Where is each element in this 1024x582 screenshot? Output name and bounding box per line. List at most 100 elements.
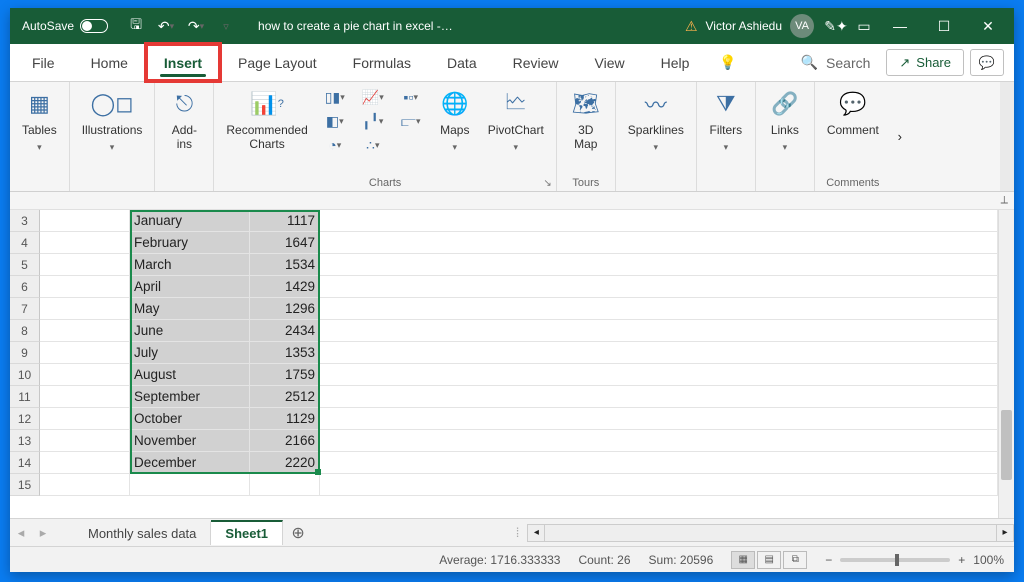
tab-split-handle[interactable]: ⁞ xyxy=(508,525,528,540)
view-page-break-button[interactable]: ⧉ xyxy=(783,551,807,569)
table-row[interactable] xyxy=(40,474,998,496)
pivotchart-button[interactable]: 🗠 PivotChart ▾ xyxy=(482,86,550,155)
combo-chart-button[interactable]: ⫍▾ xyxy=(394,110,428,132)
win-loss-button[interactable]: ▪▫▾ xyxy=(394,86,428,108)
table-row[interactable]: April1429 xyxy=(40,276,998,298)
cell-month[interactable]: November xyxy=(130,430,250,452)
vertical-scrollbar[interactable] xyxy=(998,210,1014,518)
cell-value[interactable]: 1117 xyxy=(250,210,320,232)
charts-dialog-launcher[interactable]: ↘ xyxy=(543,178,551,189)
qat-customize-icon[interactable]: ▿ xyxy=(212,12,240,40)
cell[interactable] xyxy=(320,408,998,430)
recommended-charts-button[interactable]: 📊? Recommended Charts xyxy=(220,86,313,154)
vscroll-thumb[interactable] xyxy=(1001,410,1012,480)
row-header[interactable]: 8 xyxy=(10,320,40,342)
table-row[interactable]: November2166 xyxy=(40,430,998,452)
save-icon[interactable]: 🖫 xyxy=(122,12,150,40)
cell[interactable] xyxy=(320,254,998,276)
sparklines-button[interactable]: 〰 Sparklines ▾ xyxy=(622,86,690,155)
row-header[interactable]: 15 xyxy=(10,474,40,496)
hscroll-track[interactable] xyxy=(545,524,996,542)
cell[interactable] xyxy=(40,210,130,232)
row-header[interactable]: 6 xyxy=(10,276,40,298)
cell-value[interactable]: 2220 xyxy=(250,452,320,474)
table-row[interactable]: August1759 xyxy=(40,364,998,386)
sheet-nav-next[interactable]: ▸ xyxy=(32,525,54,541)
cell-value[interactable]: 1759 xyxy=(250,364,320,386)
view-normal-button[interactable]: ▦ xyxy=(731,551,755,569)
tab-help[interactable]: Help xyxy=(643,44,708,81)
cell-value[interactable]: 1296 xyxy=(250,298,320,320)
avatar[interactable]: VA xyxy=(790,14,814,38)
ribbon-scroll-right[interactable]: › xyxy=(891,82,909,191)
zoom-in-button[interactable]: + xyxy=(958,553,965,567)
cell[interactable] xyxy=(320,430,998,452)
zoom-out-button[interactable]: − xyxy=(825,553,832,567)
tab-data[interactable]: Data xyxy=(429,44,495,81)
table-row[interactable]: September2512 xyxy=(40,386,998,408)
row-header[interactable]: 13 xyxy=(10,430,40,452)
cell-value[interactable]: 1534 xyxy=(250,254,320,276)
sheet-tab-sheet1[interactable]: Sheet1 xyxy=(211,520,283,545)
new-sheet-button[interactable]: ⊕ xyxy=(283,523,313,543)
close-button[interactable]: ✕ xyxy=(966,8,1010,44)
table-row[interactable]: May1296 xyxy=(40,298,998,320)
hscroll-left[interactable]: ◂ xyxy=(527,524,545,542)
row-header[interactable]: 11 xyxy=(10,386,40,408)
cell-value[interactable]: 2512 xyxy=(250,386,320,408)
cell[interactable] xyxy=(320,364,998,386)
tab-insert[interactable]: Insert xyxy=(146,44,220,81)
row-header[interactable]: 3 xyxy=(10,210,40,232)
filters-button[interactable]: ⧩ Filters ▾ xyxy=(703,86,749,155)
cell-grid[interactable]: January1117February1647March1534April142… xyxy=(40,210,998,518)
pin-icon[interactable]: ⟂ xyxy=(1001,194,1008,207)
cell[interactable] xyxy=(40,386,130,408)
pie-chart-button[interactable]: ◔▾ xyxy=(318,134,352,156)
cell-value[interactable]: 1647 xyxy=(250,232,320,254)
row-header[interactable]: 9 xyxy=(10,342,40,364)
new-comment-button[interactable]: 💬 Comment xyxy=(821,86,885,140)
cell-month[interactable]: October xyxy=(130,408,250,430)
search-box[interactable]: 🔍 Search xyxy=(789,44,883,81)
zoom-value[interactable]: 100% xyxy=(973,553,1004,567)
cell-value[interactable]: 1353 xyxy=(250,342,320,364)
minimize-button[interactable]: — xyxy=(878,8,922,44)
coming-soon-icon[interactable]: ✎✦ xyxy=(822,12,850,40)
cell[interactable] xyxy=(40,364,130,386)
cell[interactable] xyxy=(320,298,998,320)
cell-value[interactable]: 1429 xyxy=(250,276,320,298)
row-header[interactable]: 12 xyxy=(10,408,40,430)
addins-button[interactable]: ⎋ Add- ins xyxy=(161,86,207,154)
cell-month[interactable]: August xyxy=(130,364,250,386)
table-row[interactable]: July1353 xyxy=(40,342,998,364)
cell[interactable] xyxy=(40,408,130,430)
tables-button[interactable]: ▦ Tables ▾ xyxy=(16,86,63,155)
maximize-button[interactable]: ☐ xyxy=(922,8,966,44)
cell-month[interactable]: January xyxy=(130,210,250,232)
row-header[interactable]: 10 xyxy=(10,364,40,386)
row-header[interactable]: 7 xyxy=(10,298,40,320)
table-row[interactable]: June2434 xyxy=(40,320,998,342)
row-header[interactable]: 14 xyxy=(10,452,40,474)
cell-month[interactable]: December xyxy=(130,452,250,474)
tab-page-layout[interactable]: Page Layout xyxy=(220,44,335,81)
table-row[interactable]: February1647 xyxy=(40,232,998,254)
cell-month[interactable]: February xyxy=(130,232,250,254)
cell[interactable] xyxy=(40,342,130,364)
cell-month[interactable]: May xyxy=(130,298,250,320)
links-button[interactable]: 🔗 Links ▾ xyxy=(762,86,808,155)
share-button[interactable]: ↗ Share xyxy=(886,49,964,76)
autosave-toggle[interactable] xyxy=(80,19,108,33)
table-row[interactable]: December2220 xyxy=(40,452,998,474)
tell-me-search[interactable]: 💡 xyxy=(707,44,748,81)
table-row[interactable]: October1129 xyxy=(40,408,998,430)
3d-map-button[interactable]: 🗺 3D Map xyxy=(563,86,609,154)
comments-pane-button[interactable]: 💬 xyxy=(970,49,1004,76)
cell[interactable] xyxy=(40,232,130,254)
zoom-control[interactable]: − + 100% xyxy=(825,553,1004,567)
cell[interactable] xyxy=(40,254,130,276)
cell[interactable] xyxy=(40,276,130,298)
table-row[interactable]: January1117 xyxy=(40,210,998,232)
cell-month[interactable]: September xyxy=(130,386,250,408)
cell[interactable] xyxy=(320,452,998,474)
